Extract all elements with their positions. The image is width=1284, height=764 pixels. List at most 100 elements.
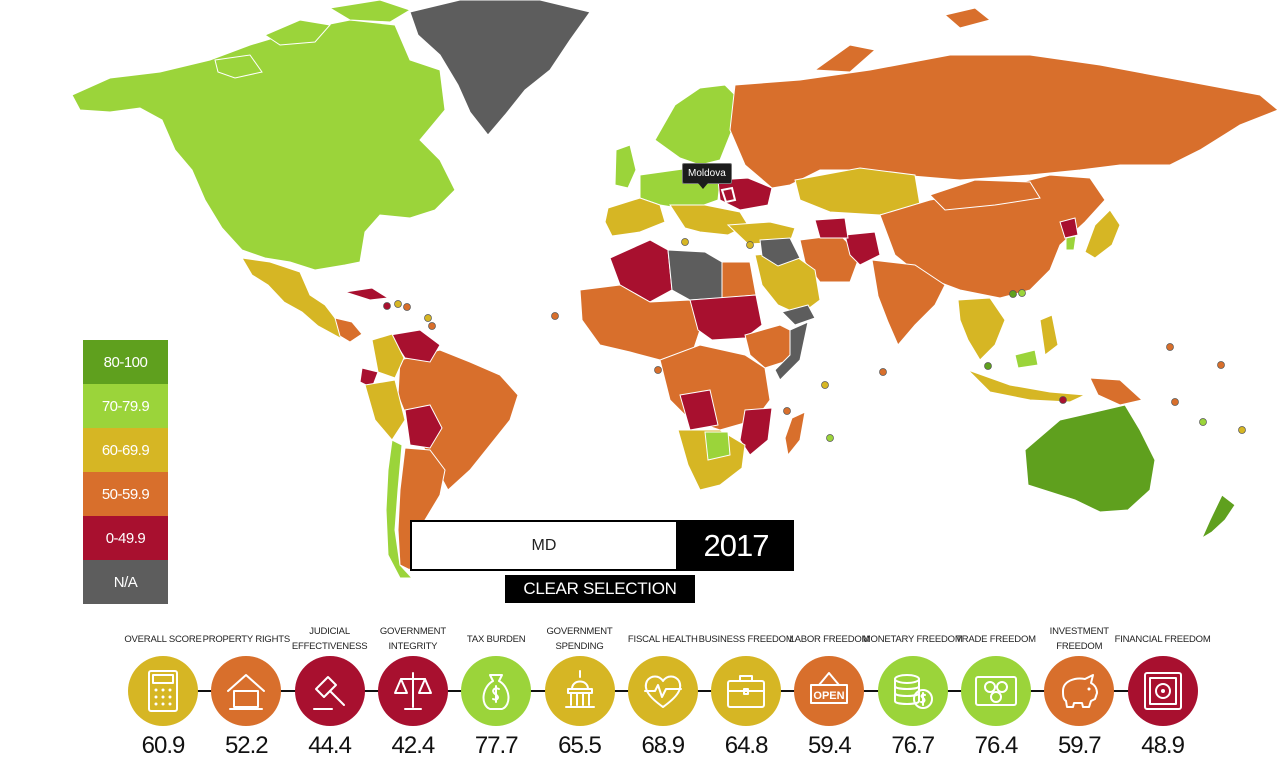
country-philippines[interactable]	[1039, 314, 1059, 356]
country-egypt[interactable]	[721, 261, 757, 299]
country-sudan[interactable]	[689, 294, 763, 341]
country-mozambique[interactable]	[739, 407, 773, 456]
indicator-fiscal-health[interactable]: FISCAL HEALTH 68.9	[613, 622, 713, 760]
island-pacific-5[interactable]	[1238, 426, 1246, 434]
country-north-korea[interactable]	[1059, 217, 1079, 239]
country-russia[interactable]	[729, 54, 1279, 189]
country-russia-north-islands[interactable]	[813, 7, 992, 73]
gavel-icon[interactable]	[294, 656, 365, 726]
island-pacific-3[interactable]	[1171, 398, 1179, 406]
country-france-spain[interactable]	[604, 197, 666, 237]
country-new-guinea[interactable]	[1089, 377, 1144, 406]
house-icon[interactable]	[211, 656, 282, 726]
country-ukraine[interactable]	[717, 177, 773, 211]
country-india[interactable]	[871, 259, 946, 346]
island-indian-ocean-3[interactable]	[879, 368, 887, 376]
clear-selection-button[interactable]: CLEAR SELECTION	[505, 575, 695, 603]
capitol-icon[interactable]	[544, 656, 615, 726]
country-chile[interactable]	[385, 439, 414, 579]
country-uk[interactable]	[614, 144, 637, 189]
country-malaysia[interactable]	[1014, 349, 1039, 369]
country-central-america[interactable]	[334, 317, 363, 343]
island-caribbean-1[interactable]	[394, 300, 402, 308]
island-mediterranean-2[interactable]	[746, 241, 754, 249]
briefcase-icon[interactable]	[711, 656, 782, 726]
indicator-trade-freedom[interactable]: TRADE FREEDOM 76.4	[946, 622, 1046, 760]
country-greenland[interactable]	[409, 0, 591, 136]
country-mongolia[interactable]	[929, 179, 1041, 211]
legend-item[interactable]: 50-59.9	[83, 472, 168, 516]
island-africa-east[interactable]	[783, 407, 791, 415]
country-mexico[interactable]	[241, 257, 351, 339]
country-yemen[interactable]	[781, 304, 816, 326]
island-caribbean-2[interactable]	[403, 303, 411, 311]
island-caribbean-5[interactable]	[383, 302, 391, 310]
island-hongkong[interactable]	[1009, 290, 1017, 298]
country-canada-us[interactable]	[71, 19, 456, 271]
island-atlantic[interactable]	[551, 312, 559, 320]
island-mediterranean-1[interactable]	[681, 238, 689, 246]
legend-item[interactable]: 80-100	[83, 340, 168, 384]
country-alaska-islands[interactable]	[214, 0, 412, 79]
island-indian-ocean-1[interactable]	[821, 381, 829, 389]
island-caribbean-3[interactable]	[424, 314, 432, 322]
country-peru[interactable]	[364, 379, 406, 441]
island-singapore[interactable]	[984, 362, 992, 370]
calculator-icon[interactable]	[128, 656, 198, 726]
indicator-business-freedom[interactable]: BUSINESS FREEDOM 64.8	[696, 622, 796, 760]
island-pacific-1[interactable]	[1166, 343, 1174, 351]
country-drc[interactable]	[679, 389, 719, 431]
heartbeat-icon[interactable]	[627, 656, 698, 726]
scales-icon[interactable]	[377, 656, 448, 726]
country-somalia[interactable]	[774, 321, 809, 381]
island-pacific-4[interactable]	[1199, 418, 1207, 426]
country-japan[interactable]	[1084, 209, 1121, 259]
country-new-zealand[interactable]	[1200, 494, 1236, 540]
country-cuba[interactable]	[344, 287, 390, 301]
island-africa-west[interactable]	[654, 366, 662, 374]
legend-item[interactable]: 0-49.9	[83, 516, 168, 560]
island-timor[interactable]	[1059, 396, 1067, 404]
indicator-government-integrity[interactable]: GOVERNMENT INTEGRITY 42.4	[363, 622, 463, 760]
indicator-judicial-effectiveness[interactable]: JUDICIAL EFFECTIVENESS 44.4	[280, 622, 380, 760]
country-libya[interactable]	[667, 249, 723, 301]
indicator-monetary-freedom[interactable]: MONETARY FREEDOM 76.7	[863, 622, 963, 760]
country-scandinavia[interactable]	[654, 84, 741, 166]
country-moldova[interactable]	[720, 186, 737, 204]
indicator-government-spending[interactable]: GOVERNMENT SPENDING 65.5	[530, 622, 630, 760]
piggy-bank-icon[interactable]	[1044, 656, 1115, 726]
country-west-africa[interactable]	[579, 284, 701, 361]
island-taiwan[interactable]	[1018, 289, 1026, 297]
country-south-korea[interactable]	[1065, 235, 1077, 251]
country-southeast-asia[interactable]	[957, 297, 1006, 361]
country-turkmenistan[interactable]	[814, 217, 849, 239]
legend-item[interactable]: N/A	[83, 560, 168, 604]
country-search-field[interactable]: MD	[410, 520, 678, 571]
country-botswana[interactable]	[704, 431, 731, 461]
money-bag-icon[interactable]	[461, 656, 532, 726]
country-australia[interactable]	[1024, 404, 1156, 513]
country-madagascar[interactable]	[784, 411, 806, 457]
island-indian-ocean-2[interactable]	[826, 434, 834, 442]
country-bolivia[interactable]	[404, 404, 443, 449]
currency-note-icon[interactable]	[961, 656, 1031, 726]
indicator-overall-score[interactable]: OVERALL SCORE 60.9	[113, 622, 213, 760]
island-caribbean-4[interactable]	[428, 322, 436, 330]
coins-icon[interactable]	[877, 656, 948, 726]
country-syria-iraq[interactable]	[759, 237, 801, 267]
world-map[interactable]	[0, 0, 1284, 600]
indicator-property-rights[interactable]: PROPERTY RIGHTS 52.2	[196, 622, 296, 760]
country-indonesia[interactable]	[967, 369, 1087, 403]
legend-item[interactable]: 60-69.9	[83, 428, 168, 472]
island-pacific-2[interactable]	[1217, 361, 1225, 369]
year-selector[interactable]: 2017	[678, 520, 794, 571]
indicator-labor-freedom[interactable]: LABOR FREEDOM OPEN 59.4	[779, 622, 879, 760]
safe-icon[interactable]	[1127, 656, 1198, 726]
indicator-financial-freedom[interactable]: FINANCIAL FREEDOM 48.9	[1113, 622, 1213, 760]
country-kazakhstan[interactable]	[794, 167, 921, 216]
indicator-investment-freedom[interactable]: INVESTMENT FREEDOM 59.7	[1029, 622, 1129, 760]
country-afghanistan[interactable]	[844, 231, 881, 266]
open-sign-icon[interactable]: OPEN	[794, 656, 865, 726]
indicator-tax-burden[interactable]: TAX BURDEN 77.7	[446, 622, 546, 760]
legend-item[interactable]: 70-79.9	[83, 384, 168, 428]
